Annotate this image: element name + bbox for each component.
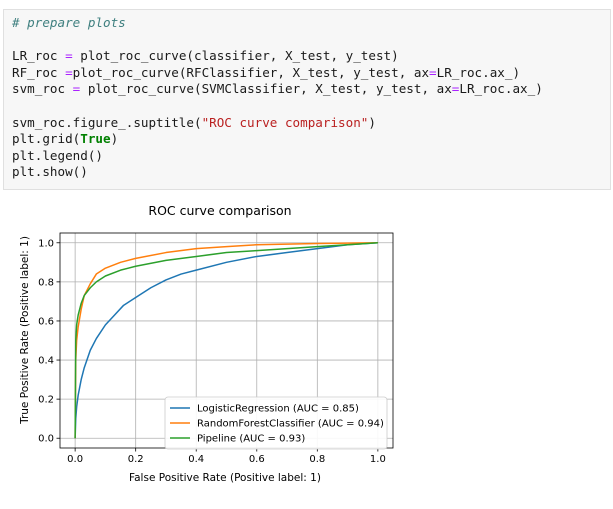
legend-label: RandomForestClassifier (AUC = 0.94) [197,419,384,430]
code-editor[interactable]: # prepare plots LR_roc = plot_roc_curve(… [12,15,602,181]
code-token: plt.legend() [12,147,103,163]
code-token: "ROC curve comparison" [201,114,369,130]
x-tick-label: 0.6 [249,454,265,465]
y-tick-label: 0.2 [38,395,54,406]
x-tick-label: 0.8 [309,454,325,465]
cell-output: ROC curve comparison 0.0 0.2 0.4 0.6 0.8 1.0 0… [0,192,613,505]
x-tick-label: 0.2 [128,454,144,465]
code-line: RF_roc =plot_roc_curve(RFClassifier, X_t… [12,65,602,82]
code-token: RF_roc [12,64,66,80]
code-token: = [72,81,81,97]
chart-title: ROC curve comparison [148,203,291,218]
code-token: plot_roc_curve(classifier, X_test, y_tes… [72,48,399,64]
x-axis-label: False Positive Rate (Positive label: 1) [129,472,321,484]
legend-label: Pipeline (AUC = 0.93) [197,434,305,445]
code-line: LR_roc = plot_roc_curve(classifier, X_te… [12,48,602,65]
y-tick-label: 1.0 [38,238,54,249]
y-tick-label: 0.8 [38,277,54,288]
code-token: plot_roc_curve(RFClassifier, X_test, y_t… [72,64,430,80]
code-line: plt.legend() [12,148,602,165]
code-token: plt.show() [12,164,88,180]
x-tick-label: 0.4 [188,454,204,465]
code-line [12,98,602,115]
series-line-2 [74,242,378,439]
series-line-0 [74,242,378,439]
code-token: ) [110,131,119,147]
y-tick-label: 0.4 [38,356,54,367]
code-line: # prepare plots [12,15,602,32]
y-axis-label: True Positive Rate (Positive label: 1) [19,236,31,425]
code-token: plt.grid( [12,131,81,147]
code-token: LR_roc.ax_) [459,81,543,97]
legend-label: LogisticRegression (AUC = 0.85) [197,404,359,415]
code-line: plt.show() [12,164,602,181]
code-token: ) [368,114,376,130]
x-tick-label: 0.0 [67,454,83,465]
x-tick-label: 1.0 [370,454,386,465]
code-token: LR_roc [12,48,66,64]
code-line: svm_roc.figure_.suptitle("ROC curve comp… [12,115,602,132]
code-token: True [80,131,111,147]
code-token: plot_roc_curve(SVMClassifier, X_test, y_… [80,81,452,97]
code-token: = [65,64,73,80]
series-lines [74,242,378,439]
code-cell[interactable]: # prepare plots LR_roc = plot_roc_curve(… [3,9,611,190]
code-token: # prepare plots [12,15,126,30]
y-tick-label: 0.0 [38,434,54,445]
legend: LogisticRegression (AUC = 0.85) RandomFor… [164,396,388,450]
code-token: = [451,81,460,97]
code-token: svm_roc [12,81,73,97]
code-line: plt.grid(True) [12,131,602,148]
legend-box [164,396,388,450]
code-token: LR_roc.ax_) [436,64,521,80]
series-line-1 [74,242,378,439]
y-tick-label: 0.6 [38,316,54,327]
code-token: = [65,48,73,64]
code-line [12,32,602,49]
code-token: = [429,64,437,80]
axis-ticks: 0.0 0.2 0.4 0.6 0.8 1.0 0.0 0.2 0.4 0.6 0.8 1.0 [38,238,386,465]
code-line: svm_roc = plot_roc_curve(SVMClassifier, … [12,81,602,98]
roc-chart: ROC curve comparison 0.0 0.2 0.4 0.6 0.8 1.00… [19,203,394,484]
code-token: svm_roc.figure_.suptitle( [12,114,202,130]
